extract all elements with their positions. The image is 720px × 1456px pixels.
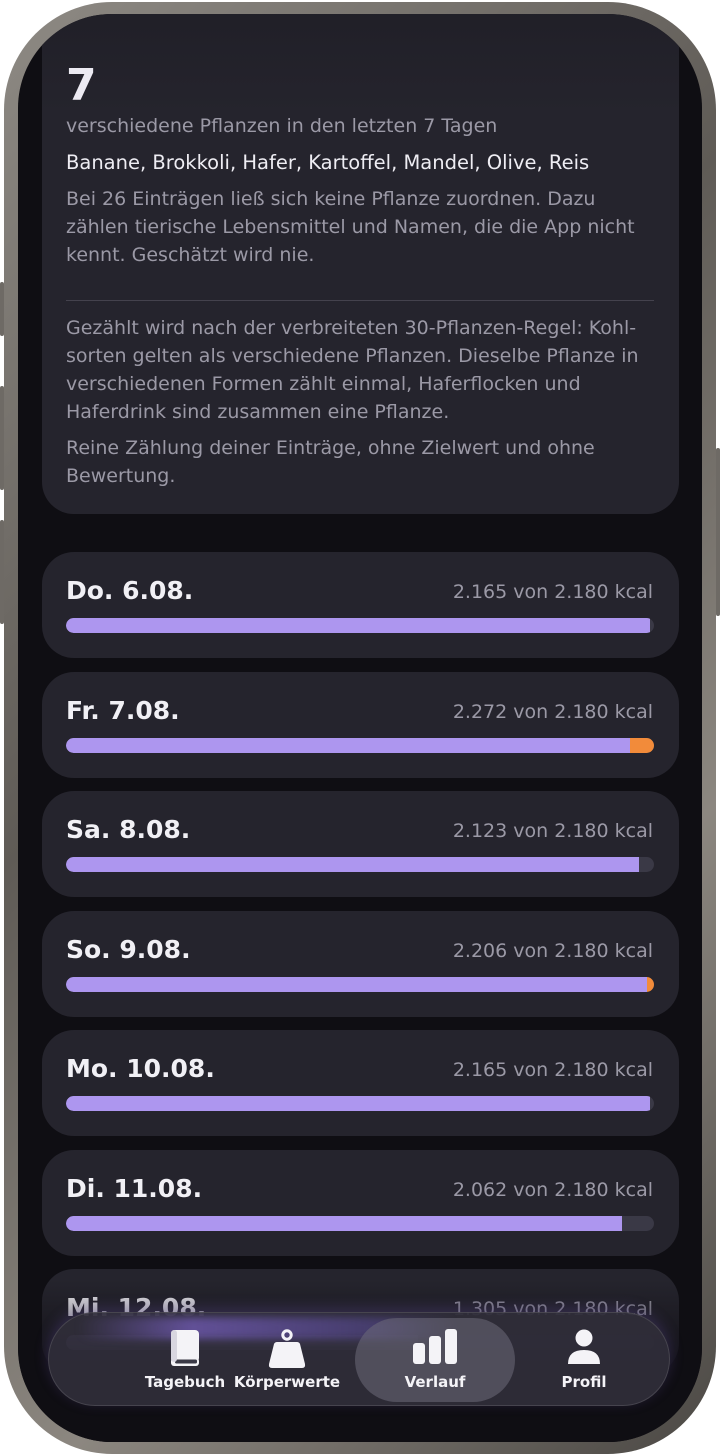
day-kcal: 2.062 von 2.180 kcal: [452, 1178, 653, 1201]
kcal-progress-fill: [66, 1096, 650, 1111]
day-card[interactable]: So. 9.08. 2.206 von 2.180 kcal: [42, 910, 679, 1017]
kcal-progress-bar: [66, 976, 654, 992]
day-card[interactable]: Do. 6.08. 2.165 von 2.180 kcal: [42, 552, 679, 658]
weight-icon: [268, 1329, 306, 1373]
day-label: Mo. 10.08.: [66, 1054, 215, 1083]
day-label: Di. 11.08.: [66, 1173, 203, 1203]
day-kcal: 2.165 von 2.180 kcal: [452, 1059, 653, 1081]
kcal-progress-fill: [66, 618, 650, 633]
kcal-progress-bar: [66, 1096, 654, 1111]
tab-verlauf[interactable]: Verlauf: [355, 1318, 515, 1402]
person-icon: [567, 1329, 601, 1369]
day-card[interactable]: Di. 11.08. 2.062 von 2.180 kcal: [42, 1149, 679, 1256]
plant-count-subtitle: verschiedene Pflanzen in den letzten 7 T…: [66, 115, 498, 137]
kcal-progress-bar: [66, 618, 654, 633]
divider: [66, 300, 654, 301]
tab-verlauf-label: Verlauf: [404, 1373, 466, 1391]
tab-koerperwerte-label: Körperwerte: [233, 1373, 341, 1391]
day-card[interactable]: Mo. 10.08. 2.165 von 2.180 kcal: [42, 1030, 679, 1136]
volume-down-button: [0, 520, 4, 624]
day-kcal: 2.123 von 2.180 kcal: [452, 820, 653, 842]
tab-tagebuch-label: Tagebuch: [144, 1373, 226, 1391]
kcal-progress-bar: [66, 737, 654, 753]
day-card[interactable]: Sa. 8.08. 2.123 von 2.180 kcal: [42, 791, 679, 897]
tab-profil-label: Profil: [561, 1373, 607, 1391]
kcal-progress-fill: [66, 976, 647, 992]
day-kcal: 2.272 von 2.180 kcal: [452, 700, 653, 723]
tab-profil[interactable]: Profil: [504, 1313, 664, 1405]
rule-note: Gezählt wird nach der verbreiteten 30-Pf…: [66, 317, 639, 423]
kcal-progress-fill: [66, 737, 630, 753]
kcal-progress-fill: [66, 1215, 622, 1231]
day-label: So. 9.08.: [66, 934, 191, 964]
tab-koerperwerte[interactable]: Körperwerte: [207, 1313, 367, 1405]
chart-icon: [412, 1329, 458, 1369]
kcal-progress-fill: [66, 857, 639, 872]
screen: 7 verschiedene Pflanzen in den letzten 7…: [18, 14, 702, 1442]
unassigned-note: Bei 26 Einträgen ließ sich keine Pflanze…: [66, 188, 635, 266]
day-label: Fr. 7.08.: [66, 695, 180, 725]
book-icon: [168, 1329, 202, 1371]
day-kcal: 2.206 von 2.180 kcal: [452, 939, 653, 962]
power-button: [716, 448, 720, 616]
tab-bar: Tagebuch Körperwerte: [48, 1312, 670, 1406]
mute-switch: [0, 282, 4, 336]
kcal-over-fill: [630, 737, 654, 753]
disclaimer: Reine Zählung deiner Einträge, ohne Ziel…: [66, 437, 595, 487]
plant-summary-card: 7 verschiedene Pflanzen in den letzten 7…: [42, 14, 679, 514]
plant-list: Banane, Brokkoli, Hafer, Kartoffel, Mand…: [66, 151, 590, 174]
kcal-progress-bar: [66, 857, 654, 872]
tab-tagebuch[interactable]: Tagebuch: [105, 1313, 265, 1405]
day-label: Sa. 8.08.: [66, 815, 191, 844]
kcal-over-fill: [647, 976, 654, 992]
plant-count: 7: [66, 60, 97, 111]
day-label: Do. 6.08.: [66, 576, 194, 605]
day-card[interactable]: Fr. 7.08. 2.272 von 2.180 kcal: [42, 671, 679, 778]
volume-up-button: [0, 386, 4, 490]
kcal-progress-bar: [66, 1215, 654, 1231]
day-kcal: 2.165 von 2.180 kcal: [452, 581, 653, 603]
